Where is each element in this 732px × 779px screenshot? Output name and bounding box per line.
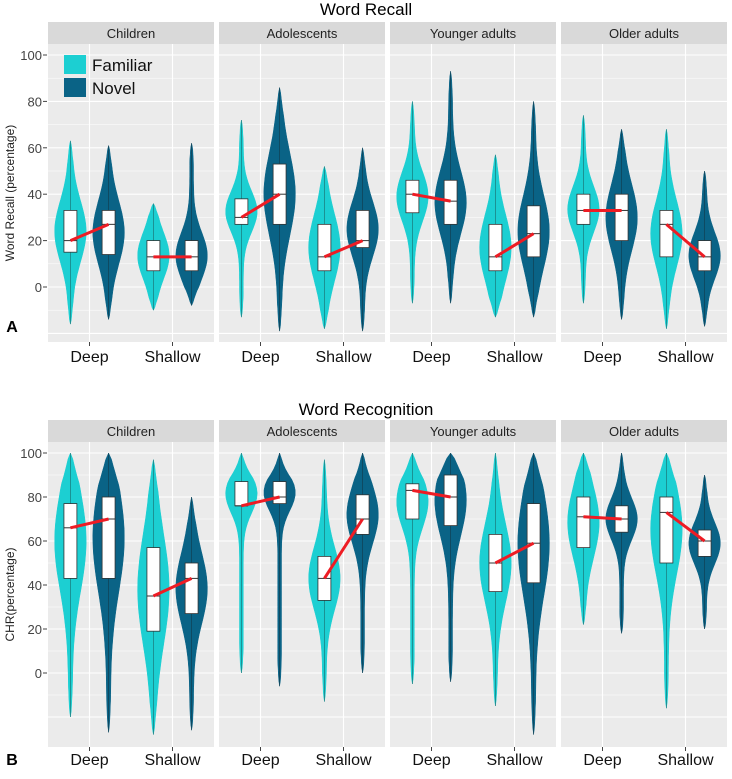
median-connector-shallow [665, 223, 706, 258]
median-connector-deep [69, 222, 110, 242]
x-tick-label: Shallow [486, 752, 542, 769]
box-iqr [576, 496, 591, 548]
x-tick-label: Deep [241, 752, 279, 769]
x-tick-label: Deep [583, 752, 621, 769]
box-iqr [234, 198, 249, 225]
median-connector-shallow [323, 518, 364, 580]
x-tick-label: Shallow [657, 349, 713, 366]
x-tick-label: Shallow [315, 752, 371, 769]
median-connector-deep [240, 192, 281, 219]
median-connector-deep [241, 495, 280, 508]
median-connector-shallow [494, 541, 535, 565]
median-connector-shallow [152, 577, 193, 598]
median-connector-deep [583, 515, 622, 521]
y-tick-label: 40 [28, 187, 42, 202]
box-iqr [405, 483, 420, 520]
box-iqr [526, 205, 541, 258]
box-iqr [614, 193, 629, 241]
chart-title: Word Recognition [299, 400, 434, 419]
facet-label: Children [107, 26, 155, 41]
x-tick-label: Deep [70, 349, 108, 366]
box-iqr [443, 474, 458, 526]
facet-strip [390, 420, 556, 442]
facet-strip [219, 420, 385, 442]
facet-label: Younger adults [430, 424, 517, 439]
y-axis-label: Word Recall (percentage) [3, 125, 17, 262]
x-tick-label: Shallow [315, 349, 371, 366]
x-tick-label: Deep [70, 752, 108, 769]
facet-strip [219, 22, 385, 44]
x-tick-label: Deep [583, 349, 621, 366]
box-iqr [184, 562, 199, 614]
median-connector-deep [70, 517, 109, 530]
box-iqr [101, 210, 116, 255]
x-tick-label: Shallow [657, 752, 713, 769]
y-tick-label: 40 [28, 578, 42, 593]
box-iqr [443, 179, 458, 225]
facet-label: Adolescents [267, 26, 338, 41]
legend-label-familiar: Familiar [92, 56, 153, 75]
y-tick-label: 20 [28, 622, 42, 637]
x-tick-label: Deep [412, 752, 450, 769]
box-iqr [659, 496, 674, 564]
x-tick-label: Shallow [144, 752, 200, 769]
box-iqr [234, 481, 249, 507]
facet-label: Older adults [609, 26, 680, 41]
median-connector-shallow [494, 232, 535, 259]
box-iqr [272, 481, 287, 505]
x-tick-label: Shallow [486, 349, 542, 366]
facet-strip [390, 22, 556, 44]
y-tick-label: 100 [20, 48, 42, 63]
facet-label: Older adults [609, 424, 680, 439]
box-iqr [101, 496, 116, 579]
facet-label: Younger adults [430, 26, 517, 41]
median-connector-shallow [323, 239, 364, 259]
y-tick-label: 20 [28, 234, 42, 249]
box-iqr [63, 210, 78, 253]
box-iqr [63, 503, 78, 579]
chart-title: Word Recall [320, 0, 412, 19]
legend-swatch-novel [64, 78, 86, 97]
y-tick-label: 80 [28, 490, 42, 505]
facet-strip [48, 420, 214, 442]
facet-label: Adolescents [267, 424, 338, 439]
facet-strip [48, 22, 214, 44]
panel-label: A [6, 319, 18, 336]
facet-strip [561, 22, 727, 44]
facet-label: Children [107, 424, 155, 439]
y-tick-label: 0 [35, 666, 42, 681]
legend-swatch-familiar [64, 55, 86, 74]
y-tick-label: 0 [35, 280, 42, 295]
facet-strip [561, 420, 727, 442]
box-iqr [697, 529, 712, 557]
box-iqr [146, 547, 161, 632]
box-iqr [659, 210, 674, 258]
x-tick-label: Deep [412, 349, 450, 366]
y-tick-label: 100 [20, 446, 42, 461]
y-tick-label: 80 [28, 94, 42, 109]
panel-label: B [6, 752, 18, 769]
median-connector-deep [412, 488, 451, 499]
y-axis-label: CHR(percentage) [3, 547, 17, 641]
x-tick-label: Deep [241, 349, 279, 366]
x-tick-label: Shallow [144, 349, 200, 366]
median-connector-deep [412, 192, 451, 203]
box-iqr [317, 223, 332, 272]
box-iqr [488, 223, 503, 272]
median-connector-shallow [665, 511, 706, 543]
legend-label-novel: Novel [92, 79, 135, 98]
y-tick-label: 60 [28, 141, 42, 156]
y-tick-label: 60 [28, 534, 42, 549]
box-iqr [355, 210, 370, 248]
